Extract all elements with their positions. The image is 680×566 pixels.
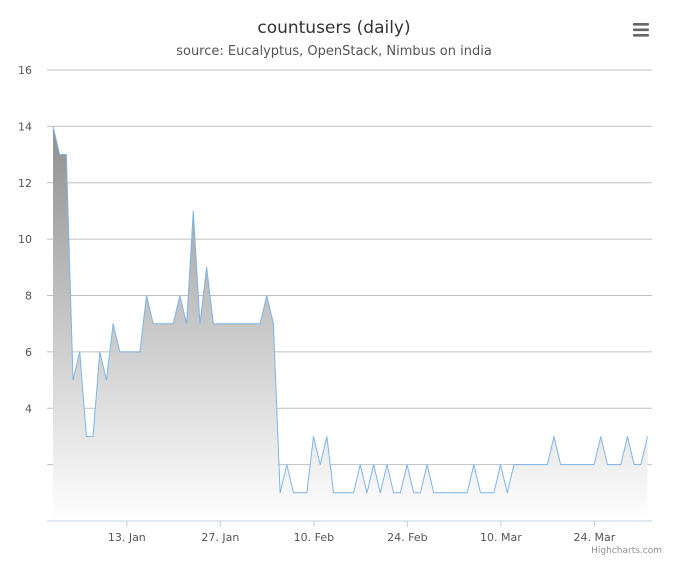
x-tick-label: 24. Mar: [574, 531, 616, 544]
credits-link[interactable]: Highcharts.com: [591, 546, 662, 556]
y-tick-label: 4: [25, 402, 32, 415]
chart-title: countusers (daily): [257, 18, 410, 38]
y-tick-label: 6: [25, 346, 32, 359]
x-tick-label: 13. Jan: [108, 531, 146, 544]
chart-subtitle: source: Eucalyptus, OpenStack, Nimbus on…: [176, 44, 492, 59]
x-axis-ticks: 13. Jan 27. Jan 10. Feb 24. Feb 10. Mar 24. M…: [108, 521, 616, 544]
y-axis-labels: 4 6 8 10 12 14 16: [18, 64, 32, 415]
series-line: [52, 126, 649, 494]
x-tick-label: 10. Mar: [480, 531, 522, 544]
series-area-fill: [53, 126, 648, 521]
y-tick-label: 14: [18, 120, 32, 133]
x-tick-label: 10. Feb: [294, 531, 334, 544]
menu-icon[interactable]: [632, 22, 650, 38]
x-tick-label: 27. Jan: [201, 531, 239, 544]
y-tick-label: 10: [18, 233, 32, 246]
series-area: [52, 126, 649, 521]
y-tick-label: 16: [18, 64, 32, 77]
y-tick-label: 8: [25, 290, 32, 303]
y-tick-label: 12: [18, 177, 32, 190]
x-tick-label: 24. Feb: [387, 531, 427, 544]
